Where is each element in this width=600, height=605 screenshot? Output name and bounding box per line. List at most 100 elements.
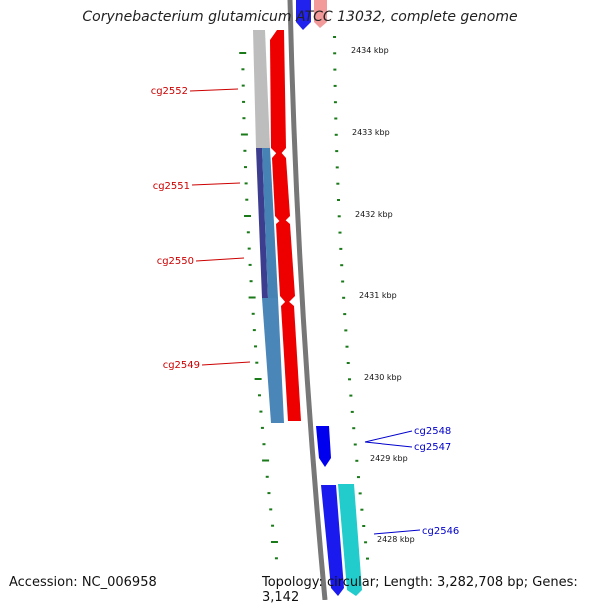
gene-cg2552-arrow — [270, 30, 286, 156]
genome-title: Corynebacterium glutamicum ATCC 13032, c… — [82, 9, 518, 25]
gene-label-cg2546[interactable]: cg2546 — [422, 526, 459, 537]
tick-minor-right — [345, 345, 349, 348]
gene-label-cg2547[interactable]: cg2547 — [414, 442, 451, 453]
tick-minor-left — [274, 557, 278, 560]
gene-cg2549-arrow — [281, 300, 301, 421]
gene-cg2550-arrow — [276, 218, 295, 304]
tick-minor-right — [337, 215, 341, 218]
tick-major-left — [244, 215, 252, 217]
gene-label-cg2548[interactable]: cg2548 — [414, 426, 451, 437]
gene-track-navy — [256, 148, 268, 298]
tick-minor-right — [334, 117, 338, 120]
tick-minor-right — [334, 133, 338, 136]
tick-minor-right — [342, 296, 346, 299]
tick-minor-right — [339, 247, 343, 250]
tick-minor-right — [360, 508, 364, 511]
tick-minor-right — [362, 525, 366, 527]
gene-track-steelblue — [262, 298, 284, 423]
tick-minor-left — [262, 443, 266, 446]
gene-track-blue-a — [262, 148, 278, 298]
gene-cg2546-blue-arrow — [321, 485, 344, 596]
leader-cg2546 — [373, 529, 421, 535]
gene-label-cg2550[interactable]: cg2550 — [157, 256, 194, 267]
leader-cg2552 — [189, 88, 239, 92]
gene-label-cg2549[interactable]: cg2549 — [163, 360, 200, 371]
genome-backbone — [287, 0, 328, 600]
leader-cg2550 — [195, 257, 245, 262]
tick-minor-right — [335, 166, 339, 169]
tick-minor-left — [245, 198, 249, 201]
tick-minor-left — [246, 231, 250, 234]
leader-cg2549 — [201, 361, 251, 366]
tick-minor-right — [356, 476, 360, 479]
tick-label-2428: 2428 kbp — [377, 535, 415, 544]
tick-minor-left — [255, 361, 259, 364]
tick-minor-right — [352, 427, 356, 430]
tick-minor-right — [344, 329, 348, 332]
tick-minor-left — [241, 84, 245, 87]
tick-major-left — [254, 378, 262, 380]
gene-label-cg2552[interactable]: cg2552 — [151, 86, 188, 97]
tick-minor-left — [241, 68, 245, 71]
tick-minor-right — [333, 68, 337, 71]
tick-minor-right — [333, 52, 337, 55]
tick-minor-right — [366, 557, 370, 560]
tick-minor-left — [248, 263, 252, 266]
tick-label-2432: 2432 kbp — [355, 210, 393, 219]
label-leaders — [189, 88, 421, 535]
feature-top-blue — [296, 0, 311, 30]
tick-minor-right — [355, 459, 359, 462]
tick-minor-right — [353, 443, 357, 446]
tick-marks — [239, 36, 370, 560]
tick-minor-left — [247, 247, 251, 250]
leader-cg2548 — [364, 430, 413, 443]
tick-minor-left — [243, 166, 247, 169]
gene-cg2551-arrow — [272, 150, 290, 224]
tick-minor-right — [358, 492, 362, 495]
tick-minor-left — [260, 426, 264, 429]
accession-text: Accession: NC_006958 — [9, 575, 157, 590]
tick-major-left — [239, 52, 247, 54]
tick-minor-left — [267, 492, 271, 495]
tick-minor-right — [340, 264, 344, 267]
tick-label-2431: 2431 kbp — [359, 291, 397, 300]
tick-minor-right — [364, 541, 368, 544]
tick-minor-left — [243, 149, 247, 152]
tick-label-2434: 2434 kbp — [351, 46, 389, 55]
tick-minor-left — [242, 100, 246, 103]
tick-major-left — [240, 133, 248, 136]
tick-minor-left — [242, 117, 246, 120]
tick-minor-right — [337, 199, 341, 201]
tick-minor-left — [252, 329, 256, 332]
tick-minor-left — [251, 312, 255, 315]
leader-cg2547 — [364, 441, 413, 448]
leader-cg2551 — [191, 182, 241, 186]
tick-major-left — [262, 459, 270, 462]
tick-minor-left — [269, 508, 273, 511]
tick-minor-right — [333, 101, 337, 104]
tick-minor-left — [249, 280, 253, 283]
tick-minor-left — [257, 394, 261, 397]
tick-minor-right — [350, 410, 354, 413]
feature-top-pink — [314, 0, 327, 28]
tick-label-2429: 2429 kbp — [370, 454, 408, 463]
gene-cg2546-cyan-arrow — [338, 484, 362, 596]
gene-cg2548-arrow — [316, 426, 331, 467]
tick-minor-left — [254, 345, 258, 348]
tick-minor-right — [346, 362, 350, 364]
tick-major-left — [270, 541, 278, 543]
gene-track-gray — [253, 30, 270, 148]
gene-label-cg2551[interactable]: cg2551 — [153, 181, 190, 192]
tick-minor-right — [349, 394, 353, 397]
tick-minor-left — [271, 524, 275, 527]
tick-minor-right — [336, 182, 340, 185]
tick-label-2433: 2433 kbp — [352, 128, 390, 137]
tick-minor-left — [265, 475, 269, 478]
tick-minor-right — [335, 150, 339, 153]
tick-minor-right — [338, 231, 342, 234]
tick-minor-right — [348, 378, 352, 381]
tick-minor-right — [333, 36, 337, 38]
tick-minor-right — [341, 280, 345, 283]
tick-minor-right — [343, 313, 347, 316]
